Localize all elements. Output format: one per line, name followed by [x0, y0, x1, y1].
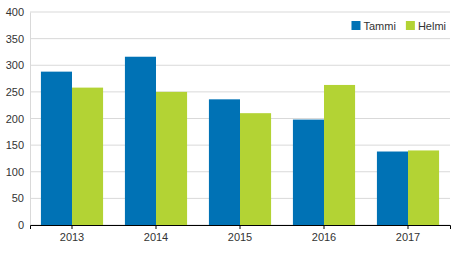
x-axis-line: [31, 226, 451, 230]
y-tick: 150: [6, 139, 30, 151]
grid-line: [30, 65, 450, 66]
grid-line: [30, 12, 450, 13]
x-tick-mark: [72, 225, 73, 229]
x-tick-label: 2013: [60, 231, 84, 243]
bar: [125, 57, 156, 225]
legend: Tammi Helmi: [351, 20, 446, 32]
bar: [377, 152, 408, 225]
x-tick-mark: [156, 225, 157, 229]
x-tick: 2014: [144, 225, 168, 243]
x-tick-label: 2016: [312, 231, 336, 243]
plot: 0 50 100 150 200 250 300 350 400 2013 2014 2015 2016…: [6, 6, 451, 243]
y-tick: 100: [6, 166, 30, 178]
y-tick-label: 50: [12, 192, 24, 204]
y-axis-line: [30, 13, 31, 226]
chart-container: 0 50 100 150 200 250 300 350 400 2013 2014 2015 2016…: [0, 0, 454, 253]
y-tick-label: 300: [6, 59, 24, 71]
y-tick: 350: [6, 33, 30, 45]
bar: [156, 92, 187, 225]
x-tick: 2016: [312, 225, 336, 243]
bar: [72, 88, 103, 225]
y-tick-label: 350: [6, 33, 24, 45]
grid: [30, 12, 450, 225]
x-axis: 2013 2014 2015 2016 2017: [31, 225, 451, 243]
legend-swatch: [351, 21, 360, 30]
y-tick-label: 400: [6, 6, 24, 18]
bar: [240, 113, 271, 225]
grid-line: [30, 38, 450, 39]
y-tick: 250: [6, 86, 30, 98]
y-tick-label: 100: [6, 166, 24, 178]
bar: [209, 99, 240, 225]
x-tick-label: 2015: [228, 231, 252, 243]
x-tick-label: 2014: [144, 231, 168, 243]
legend-item: Helmi: [406, 20, 446, 32]
y-tick-label: 150: [6, 139, 24, 151]
y-tick: 50: [12, 192, 30, 204]
x-tick: 2017: [396, 225, 420, 243]
y-tick: 400: [6, 6, 30, 18]
legend-item: Tammi: [351, 20, 395, 32]
y-tick: 200: [6, 113, 30, 125]
y-tick: 0: [18, 219, 30, 231]
x-tick-label: 2017: [396, 231, 420, 243]
legend-swatch: [406, 21, 415, 30]
bar: [293, 120, 324, 225]
bar-series: [72, 85, 439, 225]
chart: 0 50 100 150 200 250 300 350 400 2013 2014 2015 2016…: [0, 0, 454, 253]
bar: [41, 72, 72, 225]
x-tick-mark: [324, 225, 325, 229]
x-tick: 2013: [60, 225, 84, 243]
y-tick-label: 0: [18, 219, 24, 231]
y-tick: 300: [6, 59, 30, 71]
bar: [408, 150, 439, 225]
x-tick-mark: [408, 225, 409, 229]
y-axis: 0 50 100 150 200 250 300 350 400: [6, 6, 31, 231]
x-tick: 2015: [228, 225, 252, 243]
legend-label: Helmi: [418, 20, 446, 32]
x-tick-mark: [240, 225, 241, 229]
bars: [41, 57, 439, 225]
y-tick-label: 250: [6, 86, 24, 98]
bar: [324, 85, 355, 225]
bar-series: [41, 57, 408, 225]
legend-label: Tammi: [363, 20, 395, 32]
y-tick-label: 200: [6, 113, 24, 125]
